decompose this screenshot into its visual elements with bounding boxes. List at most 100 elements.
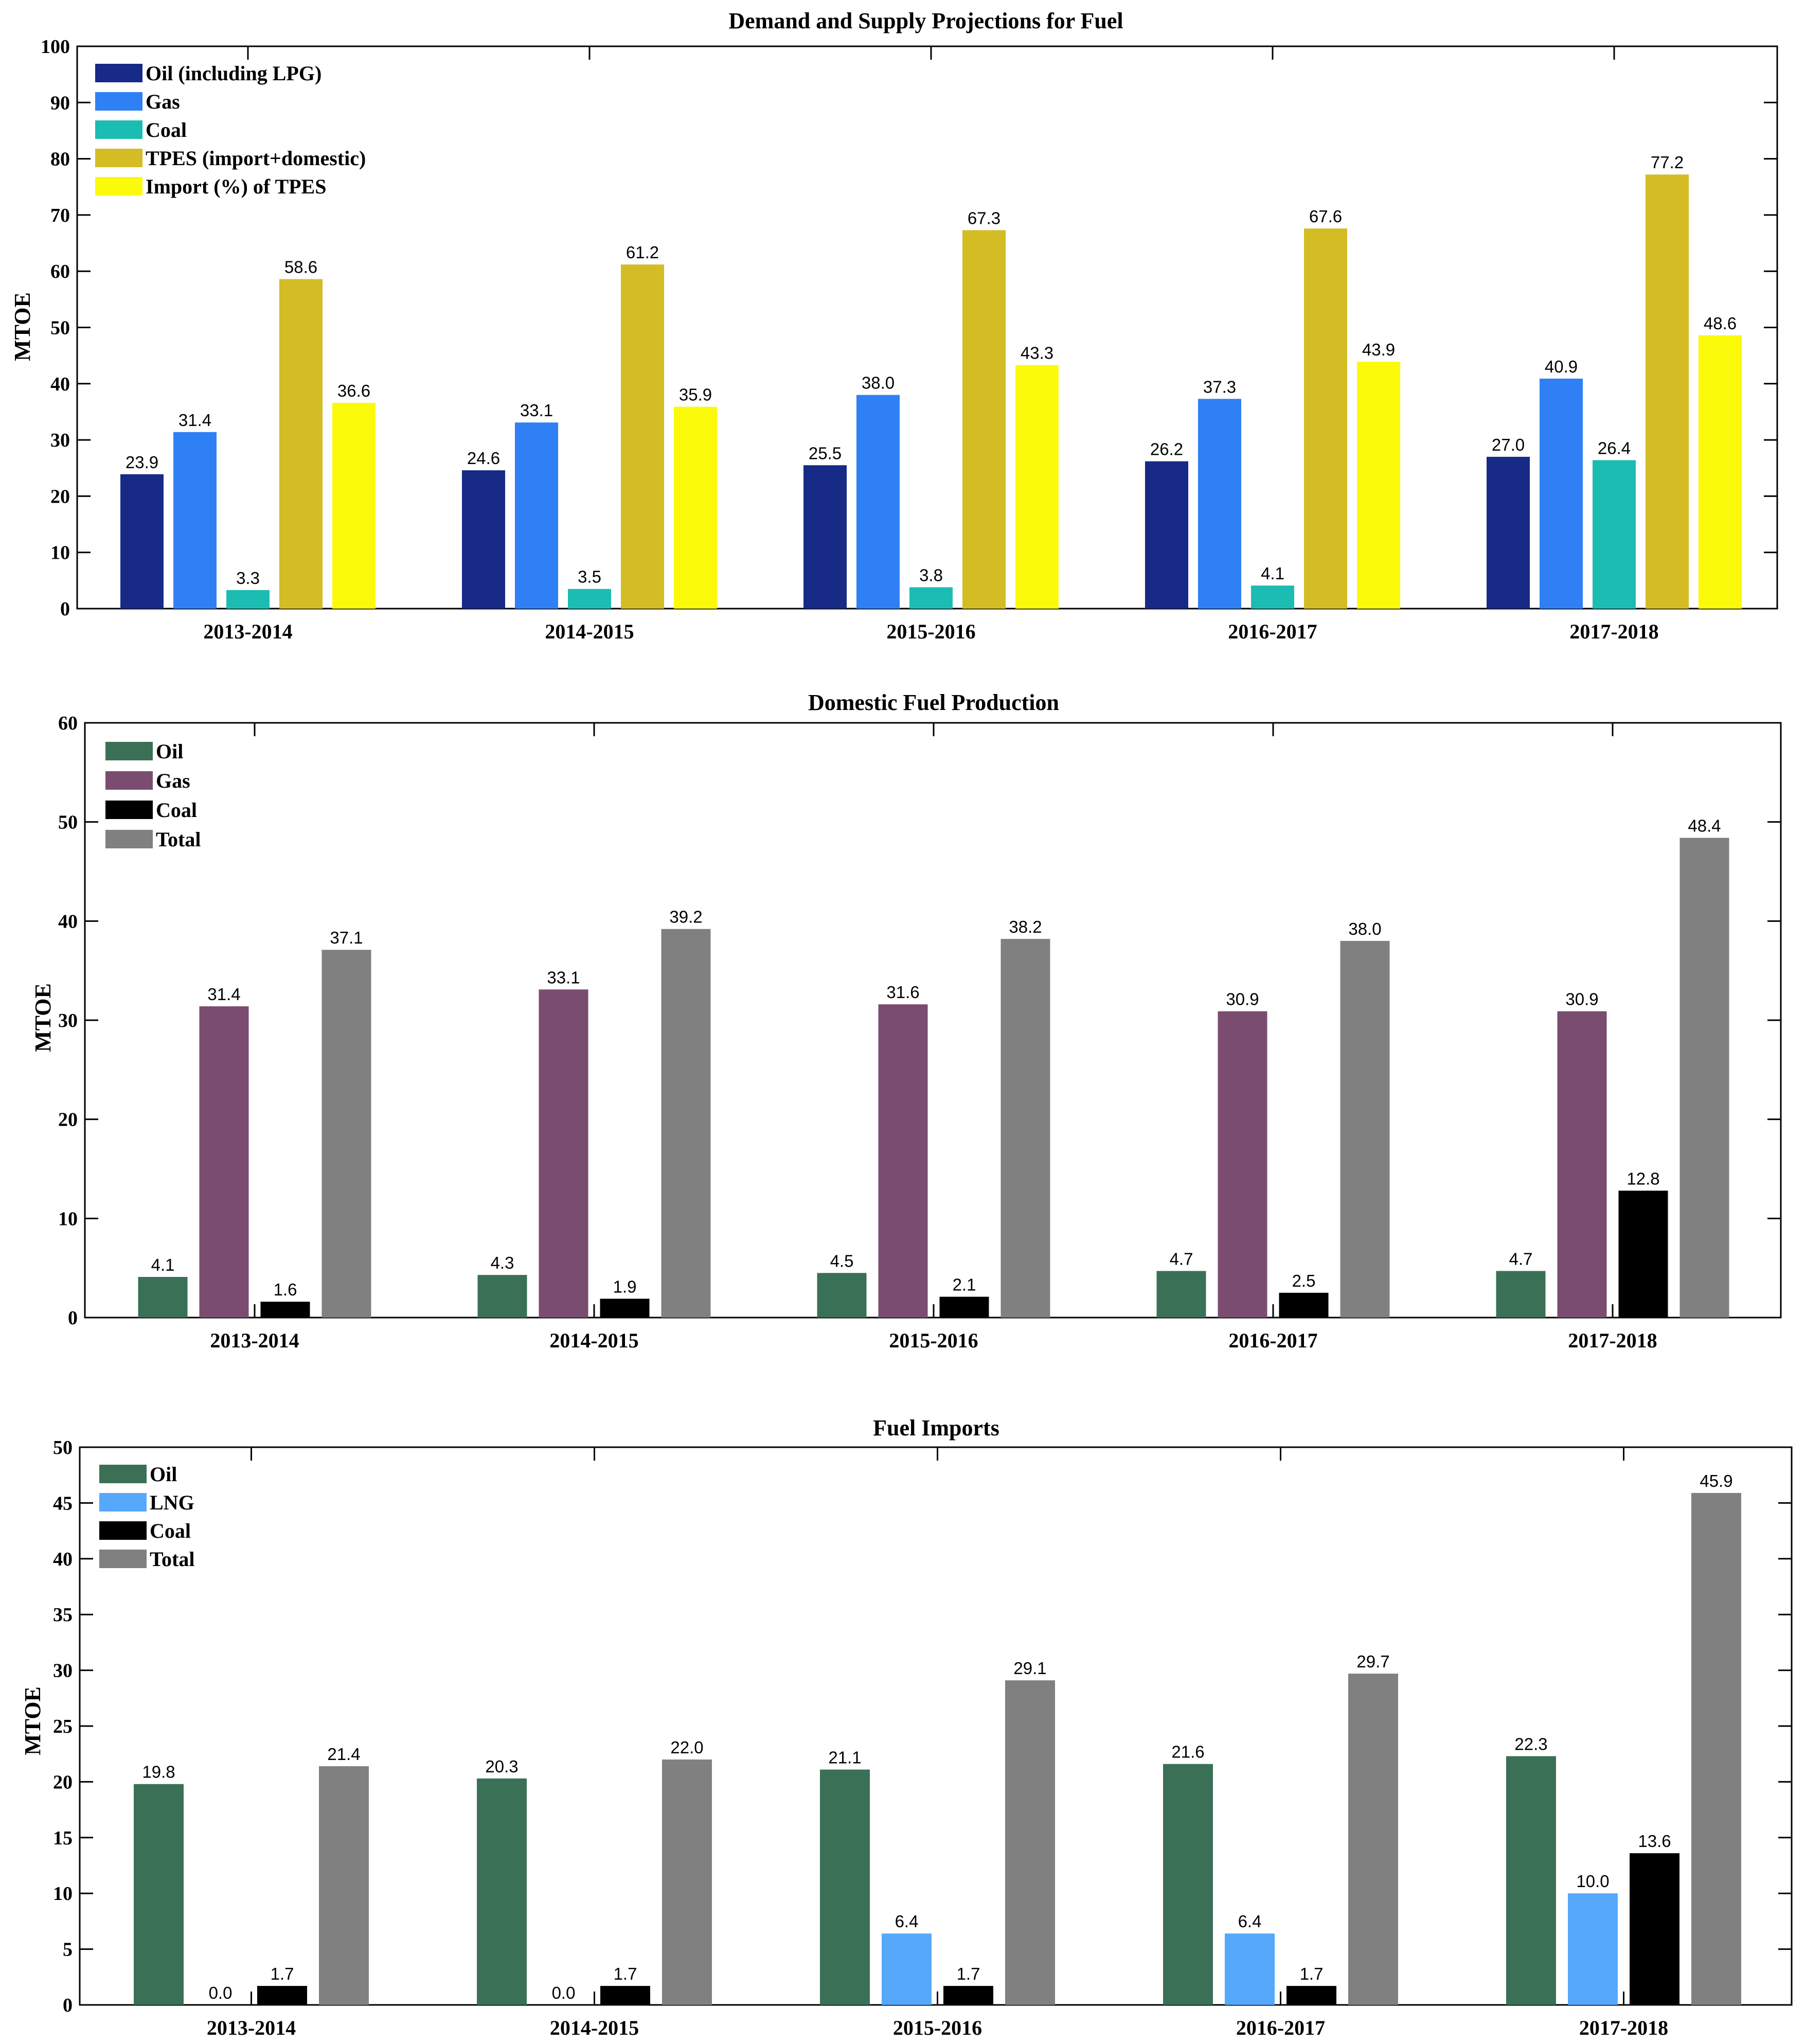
data-label: 1.7 (957, 1964, 980, 1983)
data-label: 36.6 (337, 381, 370, 400)
bar (856, 395, 900, 609)
data-label: 13.6 (1638, 1832, 1671, 1851)
bar (1699, 335, 1742, 609)
data-label: 29.7 (1356, 1652, 1389, 1671)
bar (1568, 1893, 1618, 2005)
legend-entry: Coal (150, 1519, 191, 1542)
bar (962, 230, 1006, 609)
bar (661, 929, 711, 1318)
legend-swatch (105, 801, 153, 819)
data-label: 30.9 (1565, 990, 1598, 1009)
y-tick-label: 50 (58, 812, 78, 833)
bar (173, 432, 217, 609)
legend-swatch (95, 177, 142, 195)
data-label: 33.1 (547, 968, 580, 987)
data-label: 31.6 (886, 983, 919, 1002)
bar (1156, 1271, 1206, 1318)
y-tick-label: 5 (63, 1939, 73, 1961)
data-label: 40.9 (1545, 357, 1578, 376)
bar (1557, 1011, 1607, 1318)
data-label: 6.4 (1238, 1912, 1262, 1931)
bar (878, 1004, 928, 1318)
data-label: 33.1 (520, 401, 553, 420)
data-label: 48.4 (1688, 816, 1721, 835)
bar (817, 1273, 867, 1318)
y-tick-label: 0 (63, 1995, 73, 2016)
legend-entry: Oil (including LPG) (146, 62, 321, 85)
legend-entry: TPES (import+domestic) (146, 147, 366, 170)
bar (138, 1277, 188, 1318)
bar (1286, 1986, 1336, 2005)
bar (120, 474, 164, 609)
y-tick-label: 30 (58, 1010, 78, 1032)
data-label: 37.3 (1203, 377, 1236, 396)
legend-entry: Gas (156, 769, 190, 792)
data-label: 30.9 (1226, 990, 1259, 1009)
bar (1000, 939, 1050, 1318)
y-tick-label: 30 (53, 1660, 73, 1682)
fuel-imports-chart: Fuel Imports MTOE 0 5 10 15 20 25 30 35 40 45 50 20… (20, 1415, 1793, 2039)
legend-entry: Import (%) of TPES (146, 175, 326, 198)
data-label: 43.3 (1021, 344, 1053, 363)
bar (820, 1769, 870, 2005)
data-label: 20.3 (485, 1757, 518, 1776)
bar (1487, 456, 1530, 609)
y-tick-label: 45 (53, 1492, 73, 1514)
bar (1225, 1933, 1275, 2005)
bar (1679, 838, 1729, 1318)
data-label: 61.2 (626, 243, 659, 262)
x-tick-label: 2014-2015 (549, 1329, 638, 1352)
y-tick-label: 50 (50, 317, 70, 339)
x-tick-label: 2013-2014 (203, 620, 292, 643)
y-tick-label: 20 (50, 486, 70, 507)
bar (909, 587, 953, 609)
bar (1005, 1680, 1055, 2005)
data-label: 1.7 (271, 1964, 294, 1983)
y-tick-label: 90 (50, 92, 70, 114)
bar (477, 1778, 527, 2005)
data-label: 38.0 (1348, 919, 1381, 938)
bar (1015, 365, 1059, 609)
bar (600, 1986, 650, 2005)
data-label: 4.5 (830, 1251, 854, 1270)
bar (332, 402, 376, 609)
data-label: 38.2 (1009, 917, 1042, 936)
bar (674, 406, 717, 609)
bar (260, 1302, 310, 1318)
data-label: 0.0 (552, 1983, 576, 2002)
data-label: 1.7 (1300, 1964, 1324, 1983)
x-tick-label: 2013-2014 (207, 2016, 296, 2039)
x-tick-label: 2015-2016 (886, 620, 975, 643)
legend-swatch (95, 120, 142, 139)
bar (226, 590, 270, 609)
legend-entry: Oil (150, 1463, 177, 1486)
legend-entry: Coal (156, 798, 197, 822)
data-label: 2.5 (1292, 1271, 1316, 1290)
data-label: 43.9 (1362, 340, 1395, 359)
bar (1593, 460, 1636, 609)
bar (515, 422, 558, 609)
bar (1646, 174, 1689, 609)
bar (1506, 1756, 1556, 2005)
y-tick-label: 30 (50, 430, 70, 451)
data-label: 27.0 (1492, 435, 1525, 454)
y-tick-label: 0 (60, 598, 70, 620)
y-tick-label: 60 (58, 713, 78, 734)
data-label: 22.0 (670, 1738, 703, 1757)
data-label: 0.0 (209, 1983, 233, 2002)
bar (1691, 1492, 1741, 2005)
legend-swatch (105, 830, 153, 848)
bar (279, 279, 323, 609)
bar (1618, 1190, 1668, 1318)
data-label: 39.2 (669, 908, 702, 927)
bar (477, 1275, 527, 1318)
legend-swatch (105, 742, 153, 760)
domestic-production-chart: Domestic Fuel Production MTOE 0 10 20 30 40 5… (30, 690, 1782, 1352)
data-label: 29.1 (1013, 1659, 1046, 1678)
demand-supply-chart: Demand and Supply Projections for Fuel M… (10, 8, 1778, 643)
chart-title: Fuel Imports (873, 1415, 999, 1441)
data-label: 25.5 (809, 443, 842, 463)
data-label: 31.4 (207, 985, 240, 1004)
data-label: 24.6 (467, 449, 500, 468)
data-label: 21.1 (828, 1748, 861, 1767)
